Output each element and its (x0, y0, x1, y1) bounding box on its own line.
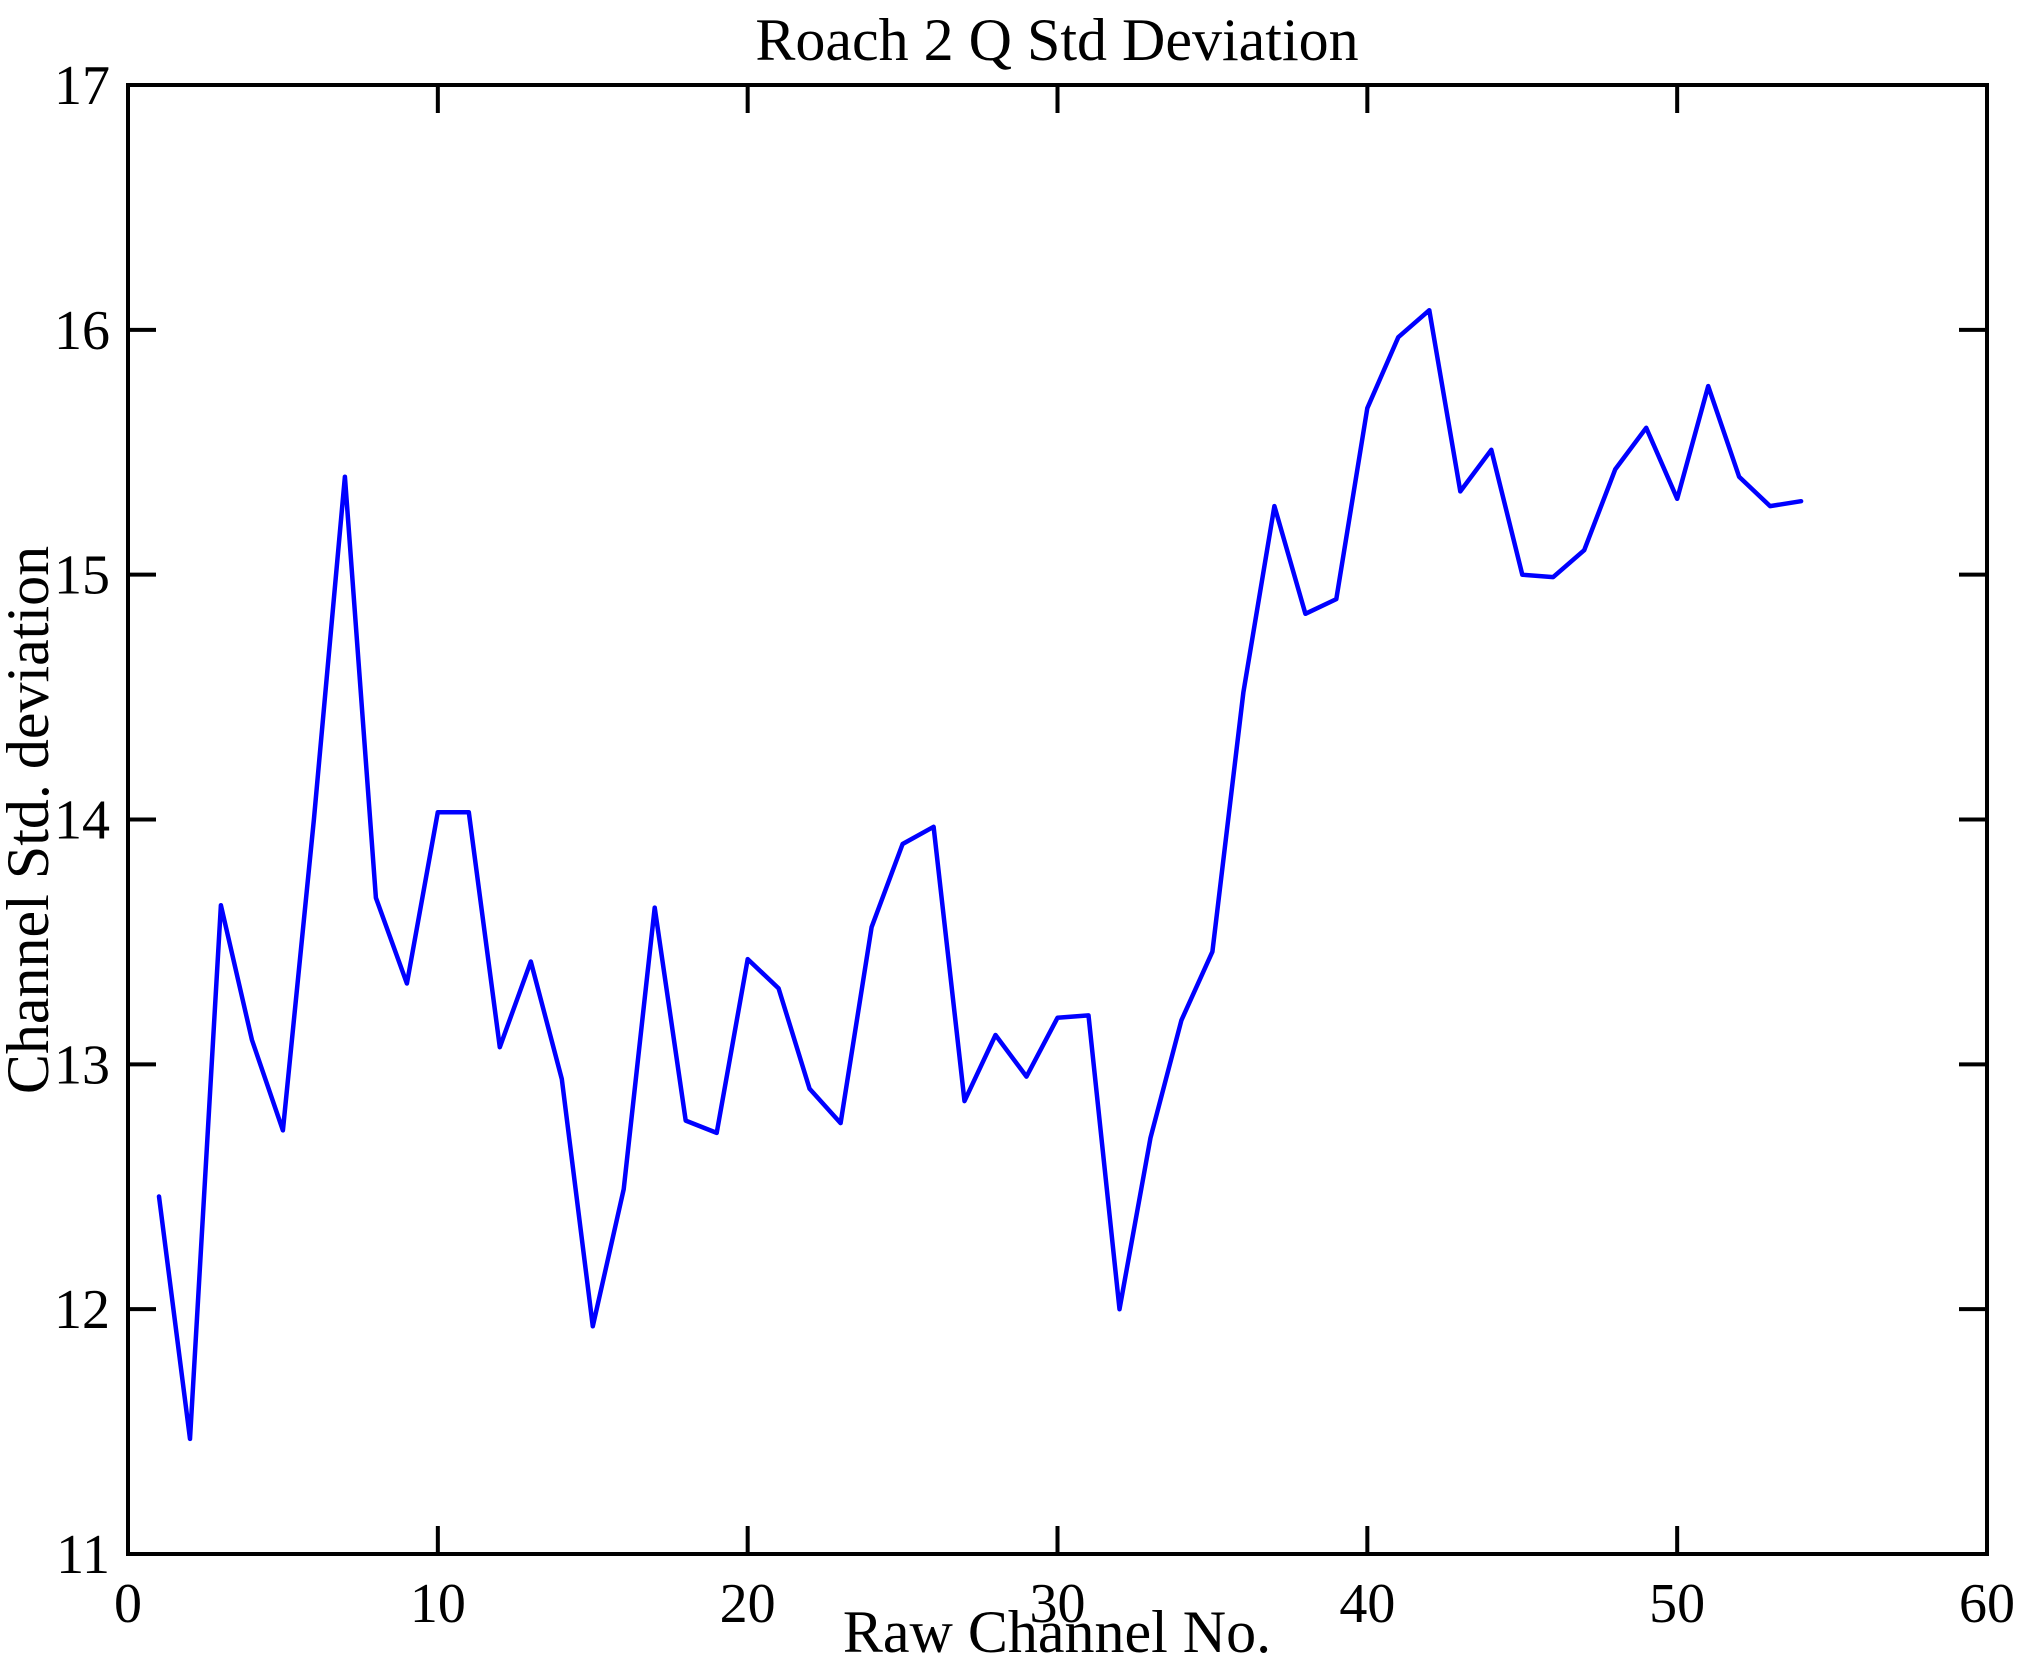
y-tick-label: 11 (56, 1524, 110, 1586)
axes-box (126, 83, 1989, 1556)
chart-title: Roach 2 Q Std Deviation (755, 7, 1358, 73)
x-tick-label: 0 (114, 1573, 142, 1635)
x-tick-label: 10 (410, 1573, 466, 1635)
y-tick-label: 13 (54, 1034, 110, 1096)
x-tick-label: 30 (1030, 1573, 1086, 1635)
x-tick-label: 20 (720, 1573, 776, 1635)
y-tick-label: 15 (54, 545, 110, 607)
plot-area: 0 10 20 30 40 50 60 11 12 13 14 15 16 17 (54, 55, 2015, 1635)
x-tick-label: 60 (1959, 1573, 2015, 1635)
x-tick-label: 50 (1649, 1573, 1705, 1635)
y-tick-label: 17 (54, 55, 110, 117)
data-line (156, 307, 1804, 1442)
y-tick-label: 12 (54, 1279, 110, 1341)
y-axis-label: Channel Std. deviation (0, 546, 61, 1094)
y-tick-label: 16 (54, 300, 110, 362)
x-tick-label: 40 (1339, 1573, 1395, 1635)
x-axis-label: Raw Channel No. (843, 1599, 1271, 1665)
y-tick-label: 14 (54, 790, 110, 852)
